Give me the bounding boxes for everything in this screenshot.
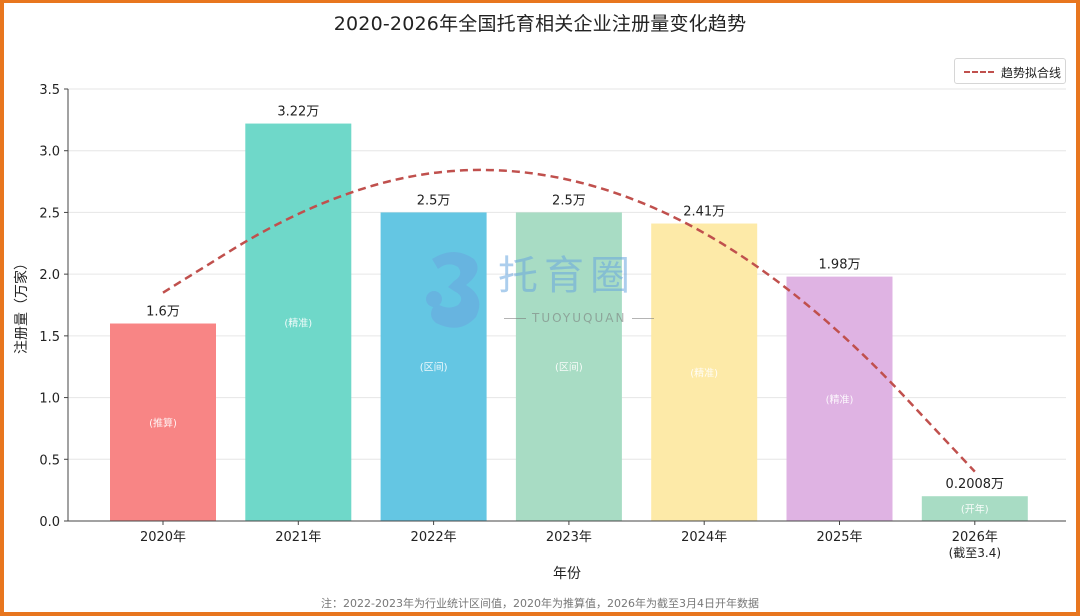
y-tick-label: 2.0 xyxy=(39,268,60,283)
x-tick-label: 2021年 xyxy=(275,530,321,545)
bar-value-label: 1.98万 xyxy=(819,258,861,273)
bar-value-label: 2.41万 xyxy=(683,205,725,220)
bar-2020年 xyxy=(110,323,216,521)
bar-tag-label: (精准) xyxy=(690,366,718,379)
bar-2025年 xyxy=(786,276,893,521)
y-tick-label: 0.0 xyxy=(39,515,60,530)
y-tick-label: 2.5 xyxy=(39,206,60,221)
y-axis-title: 注册量（万家） xyxy=(13,256,30,354)
bar-tag-label: (区间) xyxy=(420,361,448,374)
chart-footnote: 注：2022-2023年为行业统计区间值，2020年为推算值，2026年为截至3… xyxy=(321,597,759,610)
legend-dashed-line-swatch xyxy=(964,71,994,73)
bar-value-label: 0.2008万 xyxy=(946,477,1005,492)
chart-frame: 0.0 0.5 1.0 1.5 2.0 2.5 3.0 3.5 1.6万 (推算) 2020年 3.2… xyxy=(4,3,1076,612)
bar-2023年 xyxy=(515,212,622,521)
bar-tag-label: (推算) xyxy=(149,416,177,429)
y-tick-label: 3.0 xyxy=(39,145,60,160)
x-tick-label: 2025年 xyxy=(816,530,862,545)
trend-line xyxy=(162,168,976,473)
watermark-logo-text: 托育圈 xyxy=(498,253,636,299)
x-tick-label: 2024年 xyxy=(681,530,727,545)
bar-2026年 xyxy=(921,496,1028,521)
bar-tag-label: (精准) xyxy=(284,316,312,329)
x-tick-label: 2020年 xyxy=(140,530,186,545)
bar-value-label: 3.22万 xyxy=(277,105,319,120)
bar-value-label: 2.5万 xyxy=(417,193,451,208)
x-axis-title: 年份 xyxy=(553,566,581,582)
bar-2024年 xyxy=(651,223,758,521)
bar-tag-label: (区间) xyxy=(555,361,583,374)
bar-value-label: 1.6万 xyxy=(146,305,180,320)
bar-tag-label: (开年) xyxy=(961,503,989,516)
y-tick-label: 1.5 xyxy=(39,330,60,345)
bar-2021年 xyxy=(245,123,352,521)
bar-tag-label: (精准) xyxy=(826,393,854,406)
legend-label: 趋势拟合线 xyxy=(1001,66,1062,80)
watermark-logo-icon xyxy=(426,252,480,328)
x-tick-label: 2023年 xyxy=(546,530,592,545)
chart-title: 2020-2026年全国托育相关企业注册量变化趋势 xyxy=(333,13,747,35)
chart-legend: 趋势拟合线 xyxy=(954,58,1066,84)
watermark-sub-text: TUOYUQUAN xyxy=(498,311,660,325)
bar-value-label: 2.5万 xyxy=(552,193,586,208)
y-tick-label: 3.5 xyxy=(39,83,60,98)
x-tick-label: 2022年 xyxy=(411,530,457,545)
x-tick-sublabel: (截至3.4) xyxy=(949,546,1001,560)
watermark: 托育圈 TUOYUQUAN xyxy=(414,241,674,341)
y-tick-label: 0.5 xyxy=(39,453,60,468)
x-tick-label: 2026年 xyxy=(952,530,998,545)
y-tick-label: 1.0 xyxy=(39,392,60,407)
chart-svg: 0.0 0.5 1.0 1.5 2.0 2.5 3.0 3.5 1.6万 (推算) 2020年 3.2… xyxy=(13,83,1066,582)
